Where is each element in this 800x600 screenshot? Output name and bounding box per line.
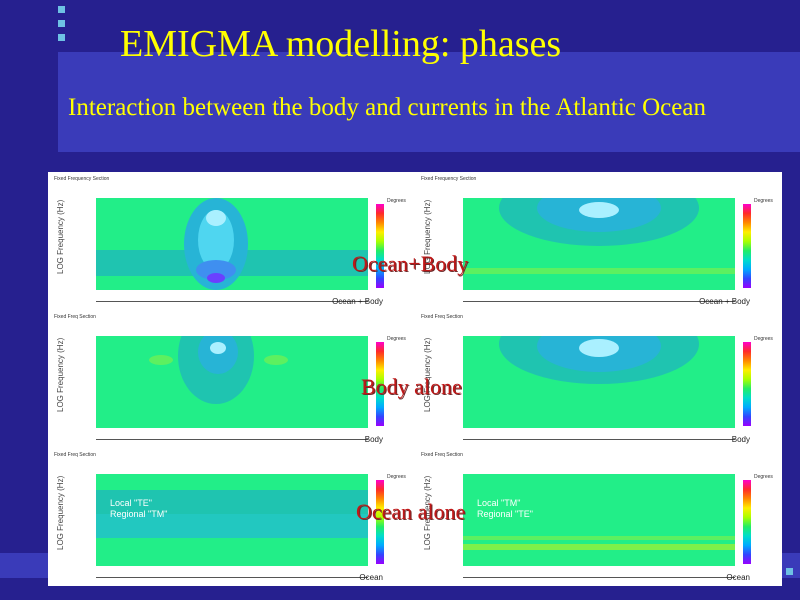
colorbar	[376, 204, 384, 288]
panel-tag: Body	[731, 435, 750, 444]
panel-tag: Ocean + Body	[332, 297, 383, 306]
panel-header: Fixed Freq Section	[421, 452, 463, 458]
slide-subtitle: Interaction between the body and current…	[68, 94, 706, 121]
colorbar-label: Degrees	[387, 198, 406, 204]
overlay-body-alone: Body alone	[361, 374, 462, 399]
panel-header: Fixed Frequency Section	[54, 176, 110, 182]
panel-header: Fixed Freq Section	[54, 452, 96, 458]
colorbar-label: Degrees	[754, 336, 773, 342]
phase-contour-graphic	[463, 474, 735, 566]
slide-title: EMIGMA modelling: phases	[120, 23, 562, 65]
scale-line	[463, 301, 735, 302]
figure-sheet: Fixed Frequency Section LOG Frequency (H…	[48, 172, 782, 586]
phase-contour-graphic	[149, 336, 288, 404]
phase-contour-graphic	[96, 198, 368, 290]
panel-ylabel: LOG Frequency (Hz)	[56, 199, 65, 274]
local-mode-text: Local "TM"	[477, 498, 521, 508]
phase-plot	[96, 336, 368, 428]
colorbar	[743, 342, 751, 426]
colorbar	[743, 204, 751, 288]
panel-header: Fixed Freq Section	[54, 314, 96, 320]
panel-body-right: Fixed Freq Section LOG Frequency (Hz) De…	[417, 312, 780, 446]
phase-plot: Local "TM" Regional "TE"	[463, 474, 735, 566]
panel-tag: Ocean	[726, 573, 750, 582]
colorbar	[376, 480, 384, 564]
bullet-square-3	[58, 34, 65, 41]
panel-ocean-left: Fixed Freq Section LOG Frequency (Hz) Lo…	[50, 450, 413, 584]
panel-tag: Body	[364, 435, 383, 444]
panel-header: Fixed Frequency Section	[421, 176, 477, 182]
scale-line	[96, 301, 368, 302]
regional-mode-text: Regional "TE"	[477, 509, 533, 519]
header-band	[58, 52, 800, 152]
phase-contour-graphic	[96, 474, 368, 566]
bullet-square-1	[58, 6, 65, 13]
overlay-ocean-body: Ocean+Body	[352, 251, 469, 276]
panel-ylabel: LOG Frequency (Hz)	[56, 337, 65, 412]
phase-plot	[463, 198, 735, 290]
panel-ocean-body-right: Fixed Frequency Section LOG Frequency (H…	[417, 174, 780, 308]
scale-line	[463, 439, 735, 440]
corner-square	[786, 568, 793, 575]
colorbar-label: Degrees	[754, 198, 773, 204]
panel-body-left: Fixed Freq Section LOG Frequency (Hz) De…	[50, 312, 413, 446]
phase-contour-graphic	[463, 198, 735, 274]
colorbar	[376, 342, 384, 426]
colorbar-label: Degrees	[754, 474, 773, 480]
regional-mode-text: Regional "TM"	[110, 509, 168, 519]
panel-ylabel: LOG Frequency (Hz)	[56, 475, 65, 550]
panel-ocean-body-left: Fixed Frequency Section LOG Frequency (H…	[50, 174, 413, 308]
scale-line	[96, 439, 368, 440]
colorbar-label: Degrees	[387, 474, 406, 480]
phase-plot	[96, 198, 368, 290]
bullet-square-2	[58, 20, 65, 27]
panel-header: Fixed Freq Section	[421, 314, 463, 320]
panel-tag: Ocean + Body	[699, 297, 750, 306]
panel-tag: Ocean	[359, 573, 383, 582]
scale-line	[96, 577, 368, 578]
scale-line	[463, 577, 735, 578]
colorbar-label: Degrees	[387, 336, 406, 342]
phase-plot	[463, 336, 735, 428]
phase-plot: Local "TE" Regional "TM"	[96, 474, 368, 566]
phase-contour-graphic	[499, 336, 699, 384]
panel-ocean-right: Fixed Freq Section LOG Frequency (Hz) Lo…	[417, 450, 780, 584]
local-mode-text: Local "TE"	[110, 498, 152, 508]
local-mode-label: Local "TM" Regional "TE"	[477, 498, 533, 520]
overlay-ocean-alone: Ocean alone	[356, 499, 466, 524]
local-mode-label: Local "TE" Regional "TM"	[110, 498, 167, 520]
colorbar	[743, 480, 751, 564]
